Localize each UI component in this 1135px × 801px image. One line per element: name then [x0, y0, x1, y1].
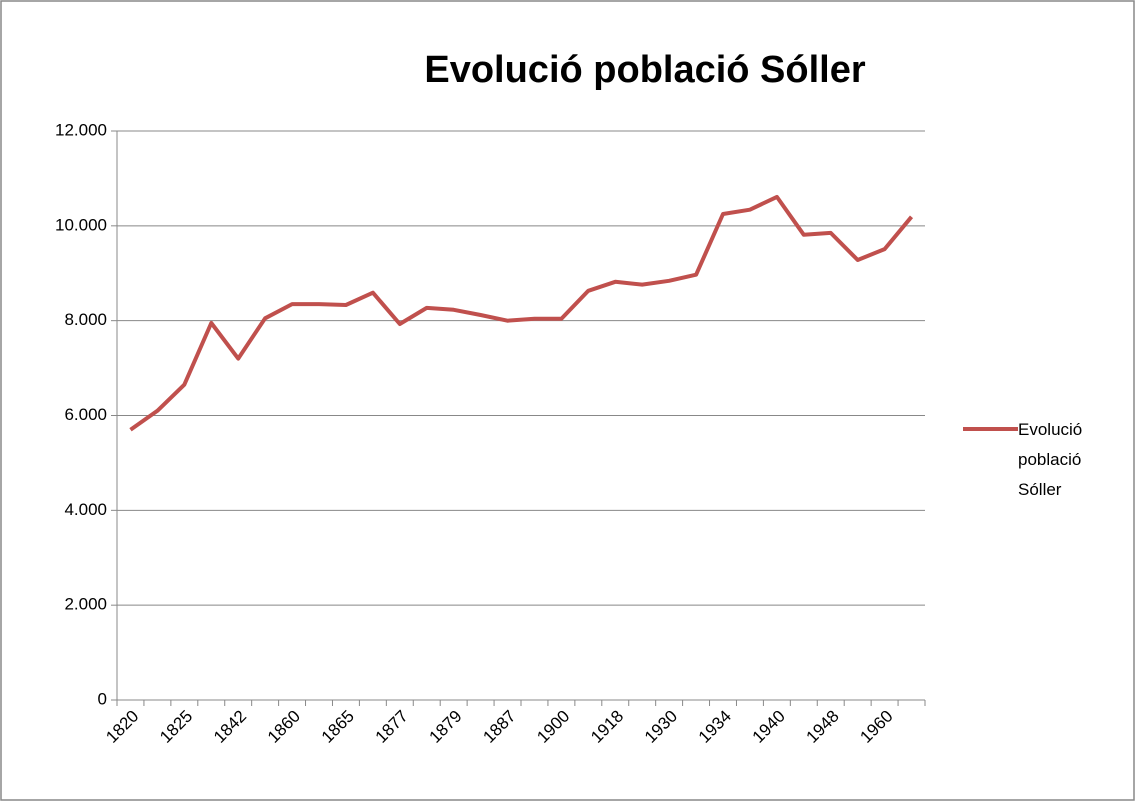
- chart-title: Evolució població Sóller: [424, 49, 866, 91]
- y-tick-label: 8.000: [64, 310, 107, 329]
- line: [129, 194, 914, 432]
- y-tick-label: 10.000: [55, 215, 107, 234]
- legend-box: Evolució població Sóller: [1018, 420, 1083, 499]
- legend-label: Evolució població Sóller: [1018, 420, 1083, 499]
- y-tick-label: 0: [98, 689, 107, 708]
- y-tick-label: 2.000: [64, 595, 107, 614]
- y-tick-label: 12.000: [55, 120, 107, 139]
- y-tick-label: 4.000: [64, 500, 107, 519]
- y-tick-label: 6.000: [64, 405, 107, 424]
